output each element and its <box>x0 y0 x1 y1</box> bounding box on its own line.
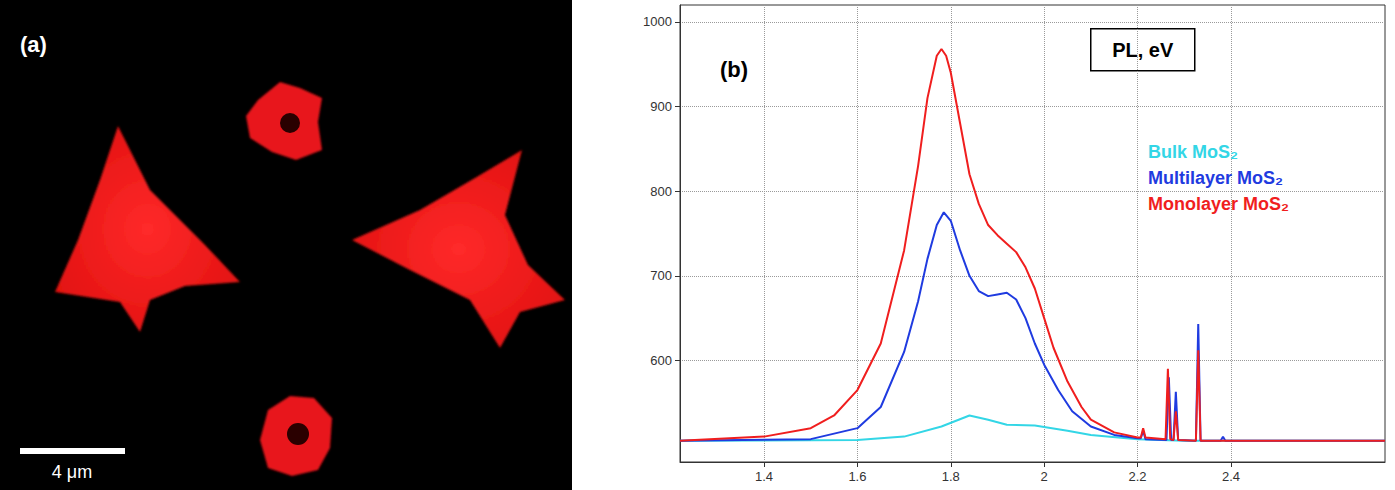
svg-text:2.4: 2.4 <box>1222 469 1240 484</box>
svg-text:Monolayer MoS₂: Monolayer MoS₂ <box>1148 194 1289 214</box>
svg-text:4 μm: 4 μm <box>52 462 92 482</box>
svg-text:PL, eV: PL, eV <box>1112 39 1174 61</box>
svg-text:1.4: 1.4 <box>755 469 773 484</box>
svg-text:700: 700 <box>650 268 672 283</box>
svg-text:2.2: 2.2 <box>1129 469 1147 484</box>
svg-text:1.6: 1.6 <box>848 469 866 484</box>
svg-text:1000: 1000 <box>643 14 672 29</box>
svg-text:(a): (a) <box>20 32 47 57</box>
svg-text:900: 900 <box>650 99 672 114</box>
svg-text:(b): (b) <box>720 57 748 82</box>
svg-text:2: 2 <box>1041 469 1048 484</box>
svg-text:800: 800 <box>650 184 672 199</box>
svg-text:600: 600 <box>650 353 672 368</box>
svg-text:Multilayer MoS₂: Multilayer MoS₂ <box>1148 168 1283 188</box>
svg-text:Bulk MoS₂: Bulk MoS₂ <box>1148 142 1238 162</box>
svg-text:1.8: 1.8 <box>942 469 960 484</box>
